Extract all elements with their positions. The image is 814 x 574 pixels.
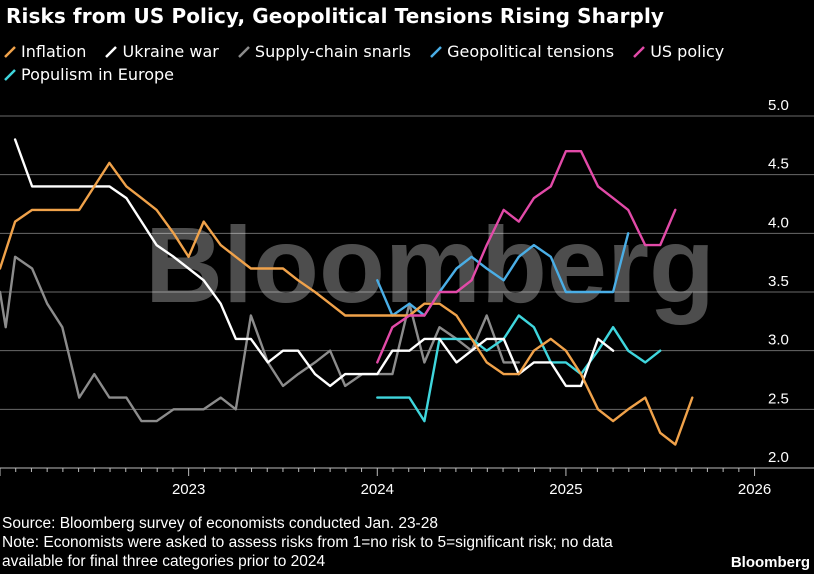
legend-label: Populism in Europe (21, 65, 174, 84)
legend-swatch-icon (4, 69, 16, 81)
y-tick-label: 2.5 (768, 390, 789, 407)
source-text: Source: Bloomberg survey of economists c… (2, 515, 438, 532)
series-line-ukraine-war (13, 138, 615, 388)
brand-logo: Bloomberg (730, 554, 810, 571)
y-tick-label: 3.5 (768, 273, 789, 290)
series-line-populism-in-europe (376, 314, 662, 423)
legend-swatch-icon (430, 46, 442, 58)
legend-item-ukraine-war: Ukraine war (105, 40, 219, 63)
legend-item-populism: Populism in Europe (4, 63, 174, 86)
legend-label: US policy (650, 42, 725, 61)
x-tick-label: 2025 (549, 481, 582, 498)
note-text: Note: Economists were asked to assess ri… (2, 534, 613, 551)
legend-item-inflation: Inflation (4, 40, 86, 63)
y-tick-label: 2.0 (768, 449, 789, 466)
x-tick-label: 2024 (361, 481, 394, 498)
legend-label: Ukraine war (122, 42, 219, 61)
legend-label: Supply-chain snarls (254, 42, 411, 61)
legend-swatch-icon (105, 46, 118, 58)
series-line-us-policy (376, 150, 677, 364)
legend-swatch-icon (4, 46, 16, 58)
footnote: Source: Bloomberg survey of economists c… (2, 514, 613, 571)
y-tick-label: 4.5 (768, 156, 789, 173)
series-line-inflation (0, 161, 694, 446)
legend-item-geopolitical: Geopolitical tensions (430, 40, 614, 63)
note-text-continued: available for final three categories pri… (2, 553, 326, 570)
legend: Inflation Ukraine war Supply-chain snarl… (4, 40, 804, 86)
series-line-geopolitical-tensions (376, 232, 630, 317)
y-tick-label: 3.0 (768, 332, 789, 349)
legend-swatch-icon (633, 46, 646, 58)
x-tick-label: 2023 (172, 481, 205, 498)
x-tick-label: 2026 (738, 481, 771, 498)
legend-swatch-icon (238, 46, 250, 58)
legend-label: Inflation (21, 42, 87, 61)
chart-title: Risks from US Policy, Geopolitical Tensi… (6, 4, 665, 28)
y-tick-label: 5.0 (768, 97, 789, 114)
legend-item-us-policy: US policy (633, 40, 724, 63)
legend-label: Geopolitical tensions (447, 42, 615, 61)
series-line-supply-chain-snarls (0, 255, 520, 423)
legend-item-supply-chain: Supply-chain snarls (238, 40, 411, 63)
y-tick-label: 4.0 (768, 214, 789, 231)
